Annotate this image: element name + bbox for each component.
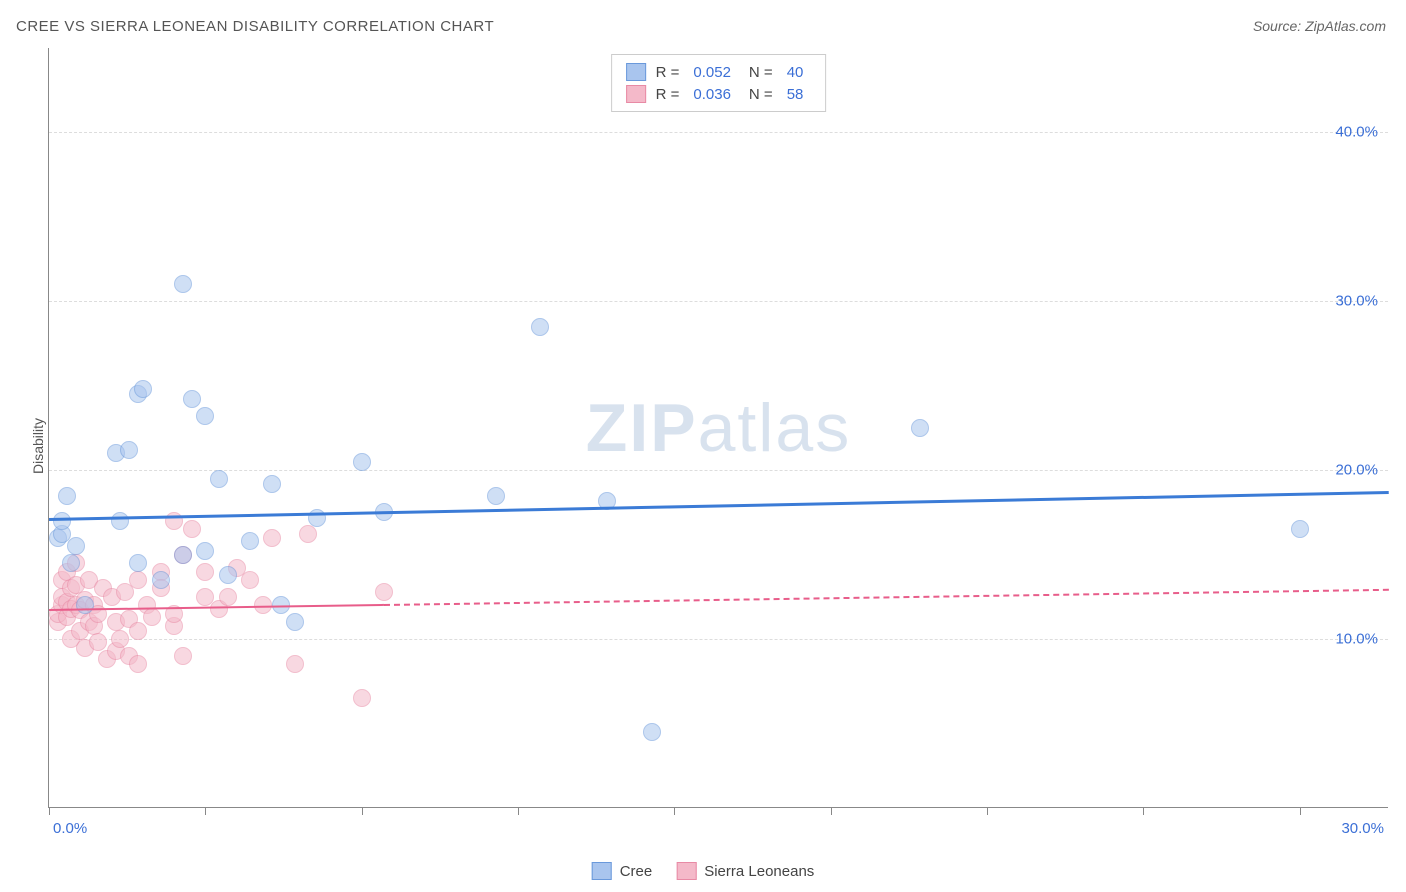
- data-point: [299, 525, 317, 543]
- chart-container: CREE VS SIERRA LEONEAN DISABILITY CORREL…: [0, 0, 1406, 892]
- legend-swatch: [592, 862, 612, 880]
- n-label: N =: [749, 86, 773, 103]
- data-point: [196, 563, 214, 581]
- data-point: [134, 380, 152, 398]
- data-point: [67, 537, 85, 555]
- x-tick: [674, 807, 675, 815]
- data-point: [241, 532, 259, 550]
- legend-series: Cree Sierra Leoneans: [592, 862, 815, 880]
- data-point: [1291, 520, 1309, 538]
- data-point: [263, 475, 281, 493]
- gridline: [49, 639, 1388, 640]
- data-point: [263, 529, 281, 547]
- data-point: [143, 608, 161, 626]
- data-point: [174, 647, 192, 665]
- data-point: [241, 571, 259, 589]
- y-tick-label: 20.0%: [1335, 462, 1378, 479]
- x-tick: [362, 807, 363, 815]
- legend-item: Sierra Leoneans: [676, 862, 814, 880]
- n-value-cree: 40: [787, 64, 804, 81]
- x-tick-label-min: 0.0%: [53, 820, 87, 837]
- data-point: [643, 723, 661, 741]
- data-point: [911, 419, 929, 437]
- data-point: [196, 542, 214, 560]
- x-tick: [49, 807, 50, 815]
- gridline: [49, 301, 1388, 302]
- x-tick: [1143, 807, 1144, 815]
- y-tick-label: 10.0%: [1335, 631, 1378, 648]
- legend-statistics: R = 0.052 N = 40 R = 0.036 N = 58: [611, 54, 827, 112]
- trend-line: [384, 588, 1389, 605]
- data-point: [111, 512, 129, 530]
- gridline: [49, 132, 1388, 133]
- data-point: [129, 571, 147, 589]
- data-point: [183, 390, 201, 408]
- trend-line: [49, 490, 1389, 520]
- legend-swatch: [676, 862, 696, 880]
- data-point: [53, 512, 71, 530]
- r-value-cree: 0.052: [693, 64, 731, 81]
- swatch-cree: [626, 63, 646, 81]
- data-point: [286, 655, 304, 673]
- data-point: [487, 487, 505, 505]
- r-value-sierra: 0.036: [693, 86, 731, 103]
- data-point: [286, 613, 304, 631]
- data-point: [353, 689, 371, 707]
- x-tick: [518, 807, 519, 815]
- data-point: [62, 554, 80, 572]
- data-point: [196, 407, 214, 425]
- watermark: ZIPatlas: [586, 389, 851, 467]
- data-point: [353, 453, 371, 471]
- gridline: [49, 470, 1388, 471]
- legend-label: Cree: [620, 863, 653, 880]
- x-tick: [831, 807, 832, 815]
- data-point: [129, 622, 147, 640]
- x-tick-label-max: 30.0%: [1341, 820, 1384, 837]
- x-tick: [205, 807, 206, 815]
- n-label: N =: [749, 64, 773, 81]
- source-label: Source: ZipAtlas.com: [1253, 18, 1386, 34]
- data-point: [129, 554, 147, 572]
- y-tick-label: 30.0%: [1335, 293, 1378, 310]
- data-point: [219, 588, 237, 606]
- data-point: [111, 630, 129, 648]
- chart-title: CREE VS SIERRA LEONEAN DISABILITY CORREL…: [16, 18, 494, 35]
- data-point: [58, 487, 76, 505]
- data-point: [120, 441, 138, 459]
- data-point: [174, 546, 192, 564]
- data-point: [531, 318, 549, 336]
- data-point: [129, 655, 147, 673]
- y-tick-label: 40.0%: [1335, 124, 1378, 141]
- data-point: [152, 571, 170, 589]
- x-tick: [987, 807, 988, 815]
- legend-item: Cree: [592, 862, 653, 880]
- data-point: [89, 633, 107, 651]
- legend-label: Sierra Leoneans: [704, 863, 814, 880]
- r-label: R =: [656, 64, 680, 81]
- data-point: [375, 583, 393, 601]
- data-point: [308, 509, 326, 527]
- r-label: R =: [656, 86, 680, 103]
- data-point: [76, 596, 94, 614]
- data-point: [183, 520, 201, 538]
- swatch-sierra: [626, 85, 646, 103]
- x-tick: [1300, 807, 1301, 815]
- y-axis-label: Disability: [30, 418, 46, 474]
- legend-row-sierra: R = 0.036 N = 58: [626, 83, 812, 105]
- data-point: [210, 470, 228, 488]
- n-value-sierra: 58: [787, 86, 804, 103]
- legend-row-cree: R = 0.052 N = 40: [626, 61, 812, 83]
- plot-area: ZIPatlas R = 0.052 N = 40 R = 0.036 N = …: [48, 48, 1388, 808]
- data-point: [219, 566, 237, 584]
- data-point: [174, 275, 192, 293]
- watermark-light: atlas: [698, 390, 852, 466]
- watermark-bold: ZIP: [586, 390, 698, 466]
